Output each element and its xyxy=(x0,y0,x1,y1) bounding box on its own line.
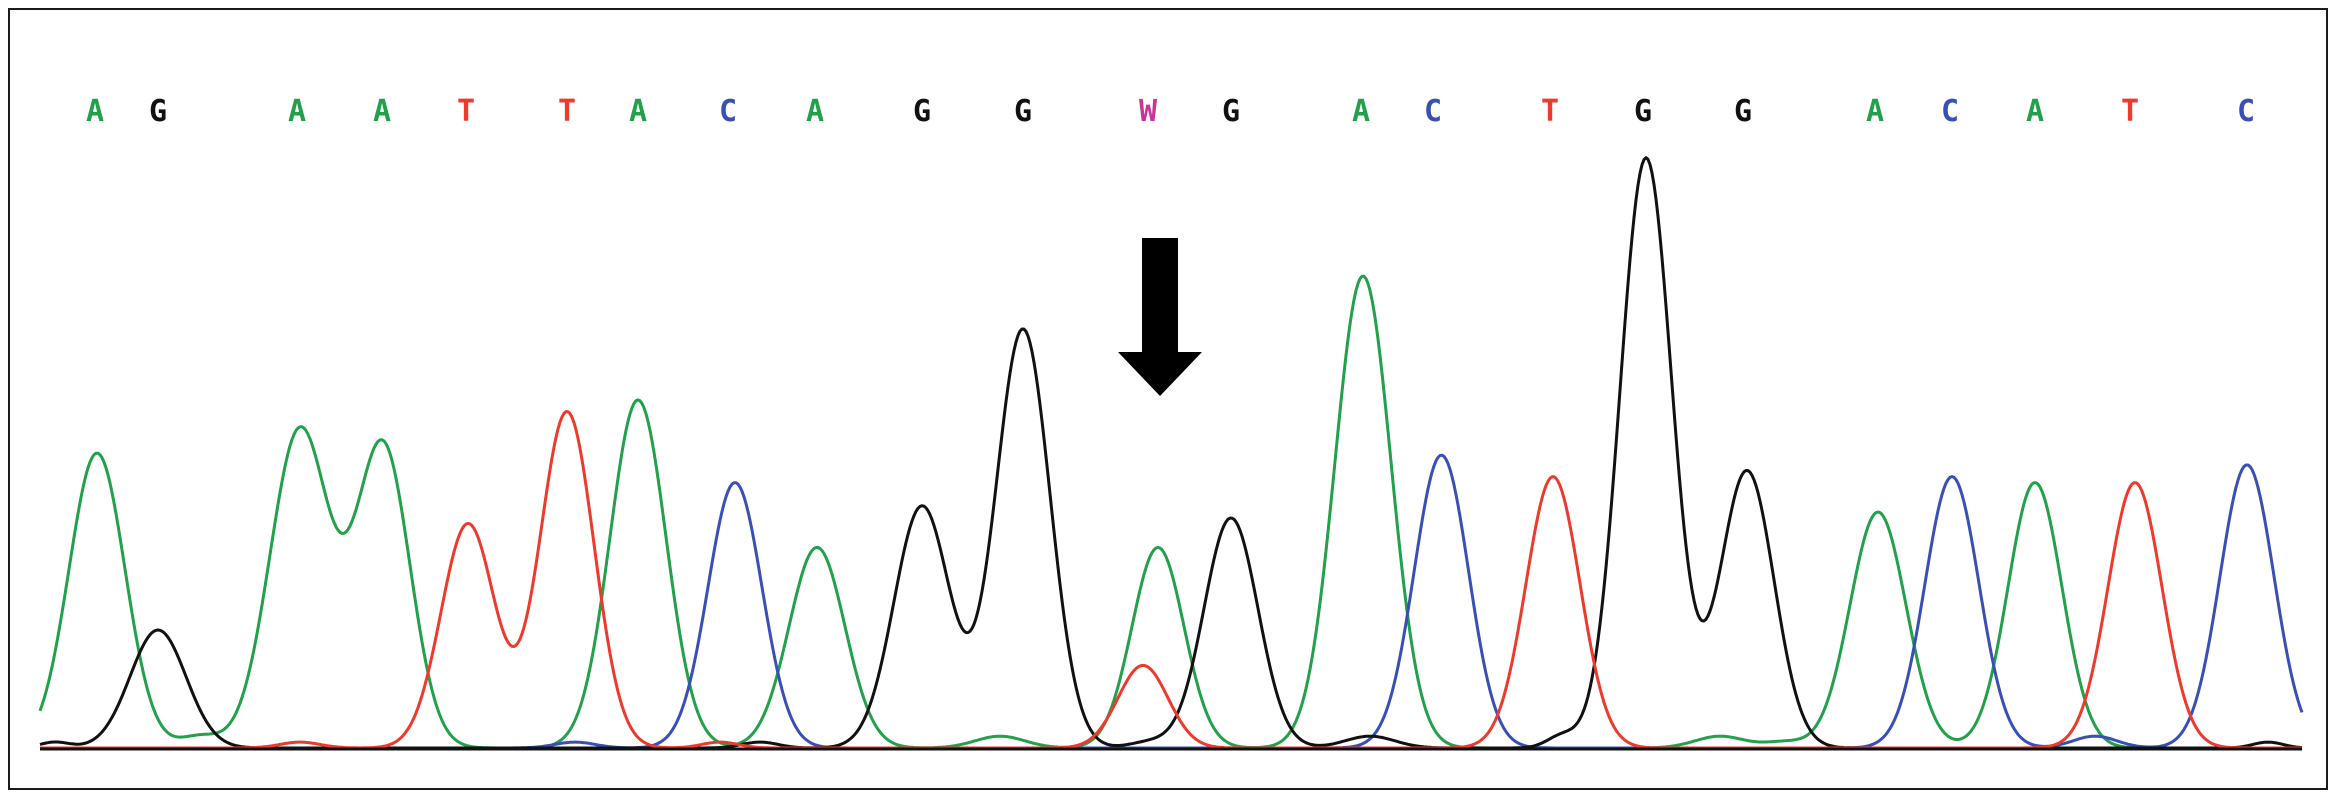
chart-frame xyxy=(8,8,2328,790)
base-call-label: G xyxy=(1634,94,1652,129)
trace-T-line xyxy=(40,410,2302,750)
base-call-label: A xyxy=(1866,94,1884,129)
base-call-label: C xyxy=(2237,94,2255,129)
base-call-label: G xyxy=(1014,94,1032,129)
arrow-down-icon xyxy=(1118,238,1202,396)
base-call-label: A xyxy=(288,94,306,129)
base-call-label: T xyxy=(1541,94,1559,129)
base-call-label: C xyxy=(1424,94,1442,129)
base-call-label: G xyxy=(1734,94,1752,129)
base-call-label: T xyxy=(2121,94,2139,129)
base-call-label: W xyxy=(1139,94,1158,129)
base-call-label: G xyxy=(149,94,167,129)
base-call-label: A xyxy=(1352,94,1370,129)
trace-A-line xyxy=(38,274,2302,750)
base-call-label: G xyxy=(913,94,931,129)
base-call-label: C xyxy=(1941,94,1959,129)
base-call-label: A xyxy=(373,94,391,129)
base-call-label: T xyxy=(558,94,576,129)
base-call-label: T xyxy=(457,94,475,129)
base-call-label: A xyxy=(629,94,647,129)
base-call-label: C xyxy=(719,94,737,129)
base-call-label: A xyxy=(806,94,824,129)
base-call-label: A xyxy=(2026,94,2044,129)
base-call-label: A xyxy=(86,94,104,129)
base-call-label: G xyxy=(1222,94,1240,129)
